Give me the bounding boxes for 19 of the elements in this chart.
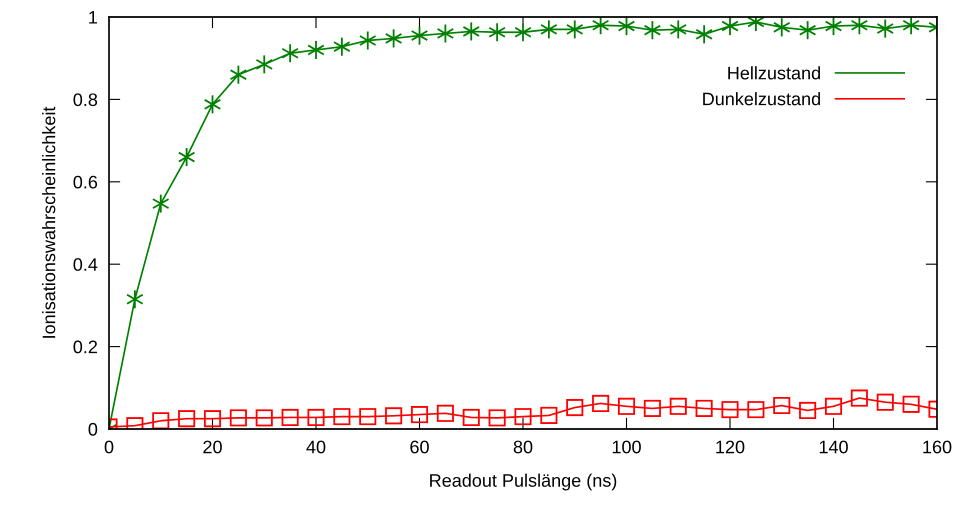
x-tick-label: 140 — [820, 440, 848, 454]
x-axis-title: Readout Pulslänge (ns) — [430, 474, 616, 490]
x-tick-label: 100 — [612, 440, 641, 454]
legend-label: Dunkelzustand — [703, 92, 820, 106]
legend-label: Hellzustand — [728, 66, 820, 80]
y-tick-label: 0 — [88, 422, 98, 436]
y-tick-label: 0.6 — [73, 176, 98, 189]
x-tick-label: 40 — [306, 440, 326, 454]
x-tick-label: 0 — [104, 440, 114, 454]
x-tick-label: 20 — [203, 440, 222, 454]
x-tick-label: 160 — [923, 440, 952, 454]
x-tick-label: 60 — [410, 440, 429, 454]
y-axis-title: Ionisationswahrscheinlichkeit — [42, 106, 56, 338]
y-tick-label: 0.2 — [73, 340, 97, 354]
x-tick-label: 80 — [514, 440, 532, 454]
y-tick-label: 0.4 — [73, 258, 98, 271]
y-tick-label: 1 — [89, 11, 98, 24]
x-tick-label: 120 — [716, 440, 744, 454]
y-tick-label: 0.8 — [73, 93, 98, 106]
